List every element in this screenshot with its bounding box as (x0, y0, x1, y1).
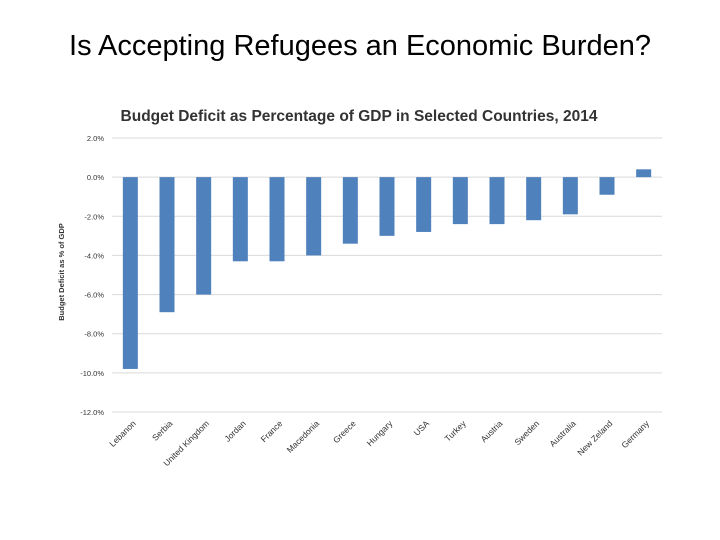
slide-title: Is Accepting Refugees an Economic Burden… (69, 30, 651, 62)
y-tick-label: -4.0% (84, 251, 104, 260)
bar-greece (342, 177, 358, 244)
y-tick-label: 2.0% (87, 134, 104, 143)
y-axis-ticks: 2.0% 0.0% -2.0% -4.0% -6.0% -8.0% -10.0% -12.0% (80, 134, 104, 417)
y-tick-label: -10.0% (80, 369, 104, 378)
y-tick-label: -12.0% (80, 408, 104, 417)
x-tick-label: France (259, 418, 285, 444)
x-tick-label: USA (412, 418, 432, 438)
bars (122, 169, 652, 369)
y-tick-label: -8.0% (84, 330, 104, 339)
x-tick-label: Lebanon (107, 418, 138, 449)
bar-germany (636, 169, 652, 178)
x-tick-label: Germany (619, 418, 651, 450)
x-tick-label: Australia (547, 418, 578, 449)
y-tick-label: -6.0% (84, 291, 104, 300)
bar-new-zeland (599, 177, 615, 195)
bar-lebanon (122, 177, 138, 369)
x-tick-label: Hungary (365, 418, 395, 448)
y-axis-label: Budget Deficit as % of GDP (57, 223, 66, 321)
bar-macedonia (306, 177, 322, 256)
bar-turkey (452, 177, 468, 225)
bar-hungary (379, 177, 395, 236)
bar-serbia (159, 177, 175, 313)
bar-france (269, 177, 285, 262)
bar-united-kingdom (196, 177, 212, 295)
x-tick-label: Austria (479, 418, 505, 444)
bar-sweden (526, 177, 542, 221)
x-tick-label: Sweden (512, 418, 541, 447)
bar-australia (562, 177, 578, 215)
bar-austria (489, 177, 505, 225)
x-tick-label: Greece (331, 418, 358, 445)
x-tick-label: Macedonia (285, 418, 322, 455)
chart-title: Budget Deficit as Percentage of GDP in S… (121, 108, 598, 125)
bar-usa (416, 177, 432, 232)
x-tick-label: New Zeland (575, 418, 614, 457)
x-tick-label: Turkey (443, 418, 469, 444)
bar-jordan (232, 177, 248, 262)
x-tick-label: Serbia (150, 418, 175, 443)
x-tick-label: Jordan (222, 418, 248, 444)
y-tick-label: -2.0% (84, 212, 104, 221)
y-tick-label: 0.0% (87, 173, 104, 182)
